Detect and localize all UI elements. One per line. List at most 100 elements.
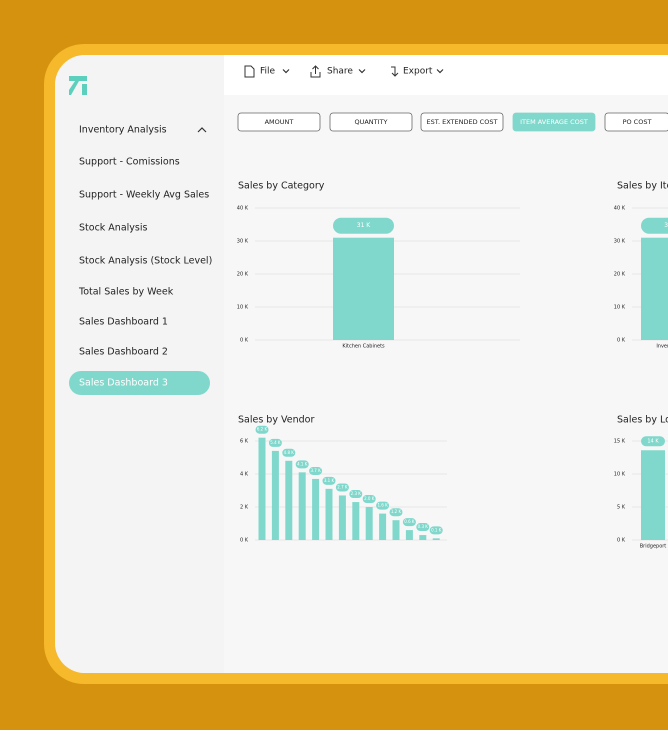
nav-item[interactable]: Stock Analysis (Stock Level): [79, 256, 212, 267]
y-tick-label: 6 K: [240, 439, 249, 445]
value-pill: [295, 460, 309, 469]
value-pill: [333, 217, 394, 234]
metric-button[interactable]: [329, 112, 413, 132]
metric-button[interactable]: [237, 112, 321, 132]
bar: [338, 495, 346, 540]
chevron-down: [436, 69, 444, 74]
share-icon: [310, 65, 321, 78]
main: [224, 95, 668, 673]
metric-button-label: PO COST: [623, 118, 652, 126]
value-label: 4.8 K: [284, 450, 295, 455]
toolbar-action[interactable]: File: [260, 67, 276, 77]
metric-button-label: QUANTITY: [354, 118, 387, 126]
toolbar-action[interactable]: Share: [327, 67, 353, 77]
chart-title: Sales by Vendor: [238, 415, 314, 426]
bar: [298, 472, 306, 540]
bar: [271, 450, 279, 540]
metric-button-label: ITEM AVERAGE COST: [520, 118, 588, 126]
nav-item[interactable]: Sales Dashboard 3: [79, 378, 168, 389]
nav-item[interactable]: Support - Comissions: [79, 157, 180, 168]
y-tick-label: 15 K: [614, 439, 626, 445]
y-tick-label: 30 K: [237, 239, 249, 245]
x-tick-label: Bridgeport: [640, 544, 667, 550]
value-pill: [389, 508, 403, 517]
y-tick-label: 10 K: [614, 472, 626, 478]
nav-item[interactable]: Total Sales by Week: [78, 287, 174, 298]
export-icon: [391, 66, 399, 77]
metric-button-label: EST. EXTENDED COST: [427, 118, 498, 126]
bar: [641, 450, 665, 540]
value-pill: [282, 448, 296, 457]
nav-item[interactable]: Sales Dashboard 2: [79, 347, 168, 358]
bar: [641, 237, 668, 340]
bar: [419, 535, 427, 540]
x-tick-label: Kitchen Cabinets: [342, 344, 385, 350]
value-pill: [641, 217, 668, 234]
y-tick-label: 0 K: [617, 338, 626, 344]
bar: [379, 513, 387, 540]
value-pill: [402, 518, 416, 527]
value-label: 1.6 K: [377, 503, 388, 508]
toolbar-action[interactable]: Export: [403, 67, 433, 77]
value-label: 4.1 K: [297, 461, 308, 466]
y-tick-label: 20 K: [614, 272, 626, 278]
y-tick-label: 40 K: [237, 206, 249, 212]
metric-button-label: AMOUNT: [265, 118, 294, 126]
value-pill: [268, 438, 282, 447]
value-pill: [349, 490, 363, 499]
value-pill: [322, 476, 336, 485]
y-tick-label: 20 K: [237, 272, 249, 278]
value-label: 3.7 K: [310, 468, 321, 473]
nav-item[interactable]: Stock Analysis: [79, 223, 148, 234]
chevron-down: [282, 69, 290, 74]
logo: [69, 76, 87, 95]
metric-button[interactable]: [604, 112, 668, 132]
bar: [333, 237, 394, 340]
y-tick-label: 40 K: [614, 206, 626, 212]
chart-title: Sales by Category: [238, 181, 325, 192]
file-icon: [244, 65, 255, 78]
chart-title: Sales by Ite: [617, 181, 668, 192]
value-label: 1.2 K: [391, 509, 402, 514]
value-label: 2.7 K: [337, 484, 348, 489]
value-label: 2.0 K: [364, 496, 375, 501]
bar: [352, 502, 360, 540]
bar: [325, 488, 333, 540]
value-label: 5.4 K: [270, 440, 281, 445]
chevron-up: [197, 127, 207, 133]
value-pill: [335, 483, 349, 492]
y-tick-label: 0 K: [617, 538, 626, 544]
y-tick-label: 30 K: [614, 239, 626, 245]
bar: [312, 478, 320, 540]
chart-title: Sales by Lo: [617, 415, 668, 426]
value-label: 31 K: [357, 222, 372, 229]
nav-item[interactable]: Inventory Analysis: [79, 125, 167, 136]
value-pill: [255, 425, 269, 434]
y-tick-label: 10 K: [614, 305, 626, 311]
x-tick-label: Inventory &: [656, 344, 668, 350]
metric-button[interactable]: [512, 112, 596, 132]
screen: Inventory Analysis Support - Comissions Su…: [55, 55, 668, 673]
value-label: 3.1 K: [324, 478, 335, 483]
y-tick-label: 4 K: [240, 472, 249, 478]
value-pill: [429, 526, 443, 535]
nav-active-bg: [69, 371, 210, 395]
nav-item[interactable]: Sales Dashboard 1: [79, 317, 168, 328]
value-label: 0.3 K: [418, 524, 429, 529]
bar: [285, 460, 293, 540]
bar: [258, 437, 266, 540]
value-label: 0.1 K: [431, 527, 442, 532]
nav-item[interactable]: Support - Weekly Avg Sales: [79, 190, 209, 201]
metric-button[interactable]: [420, 112, 504, 132]
value-label: 6.2 K: [257, 427, 268, 432]
y-tick-label: 0 K: [240, 538, 249, 544]
bar: [405, 530, 413, 540]
value-pill: [362, 495, 376, 503]
y-tick-label: 0 K: [240, 338, 249, 344]
bar: [432, 538, 440, 540]
value-pill: [376, 501, 390, 510]
bar: [392, 520, 400, 540]
sidebar: [55, 55, 224, 673]
